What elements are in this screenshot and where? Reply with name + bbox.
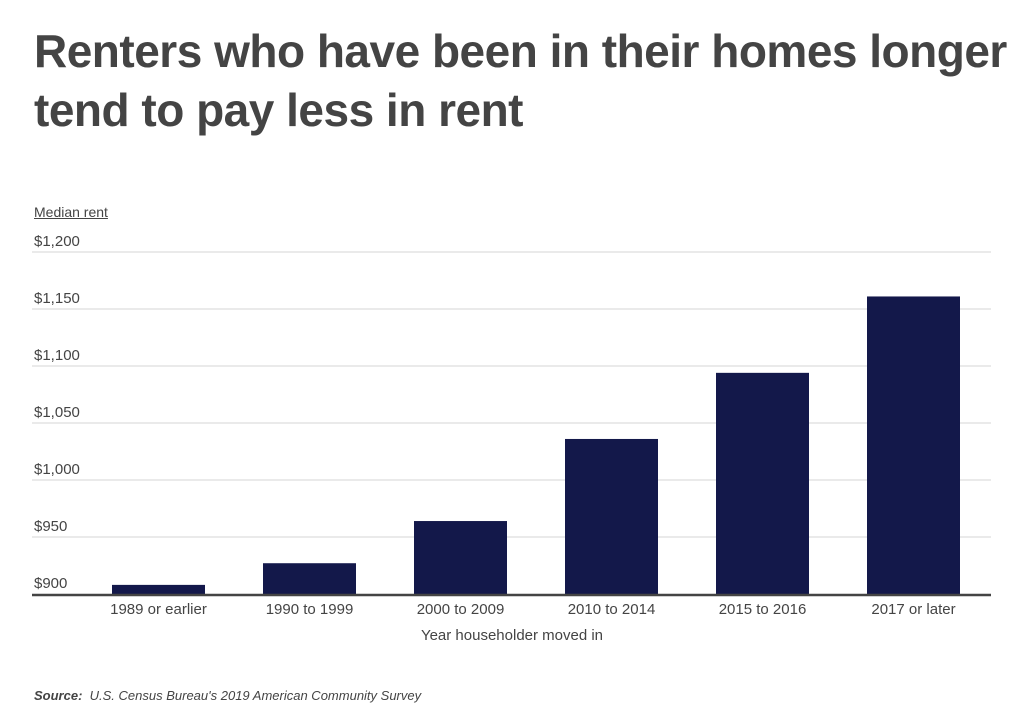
- bar: [867, 296, 960, 594]
- bar: [414, 521, 507, 594]
- chart-title: Renters who have been in their homes lon…: [34, 25, 1007, 136]
- y-tick-label: $950: [34, 518, 67, 535]
- x-tick-label: 2015 to 2016: [719, 601, 807, 618]
- x-tick-label: 2000 to 2009: [417, 601, 505, 618]
- bar: [112, 584, 205, 594]
- x-tick-label: 1989 or earlier: [110, 601, 207, 618]
- y-axis-label: Median rent: [34, 204, 108, 220]
- bar: [263, 563, 356, 594]
- y-tick-label: $1,150: [34, 290, 80, 307]
- x-tick-label: 1990 to 1999: [266, 601, 354, 618]
- bar: [716, 372, 809, 594]
- x-tick-label: 2017 or later: [871, 601, 955, 618]
- source-text: U.S. Census Bureau's 2019 American Commu…: [89, 688, 422, 703]
- bar: [565, 438, 658, 594]
- x-axis-label: Year householder moved in: [421, 627, 603, 644]
- source-label: Source:: [34, 688, 83, 703]
- source-note: Source: U.S. Census Bureau's 2019 Americ…: [34, 688, 421, 703]
- y-tick-label: $1,000: [34, 461, 80, 478]
- y-tick-label: $900: [34, 575, 67, 592]
- x-tick-label: 2010 to 2014: [568, 601, 656, 618]
- y-tick-label: $1,100: [34, 347, 80, 364]
- y-tick-label: $1,050: [34, 404, 80, 421]
- y-tick-label: $1,200: [34, 233, 80, 250]
